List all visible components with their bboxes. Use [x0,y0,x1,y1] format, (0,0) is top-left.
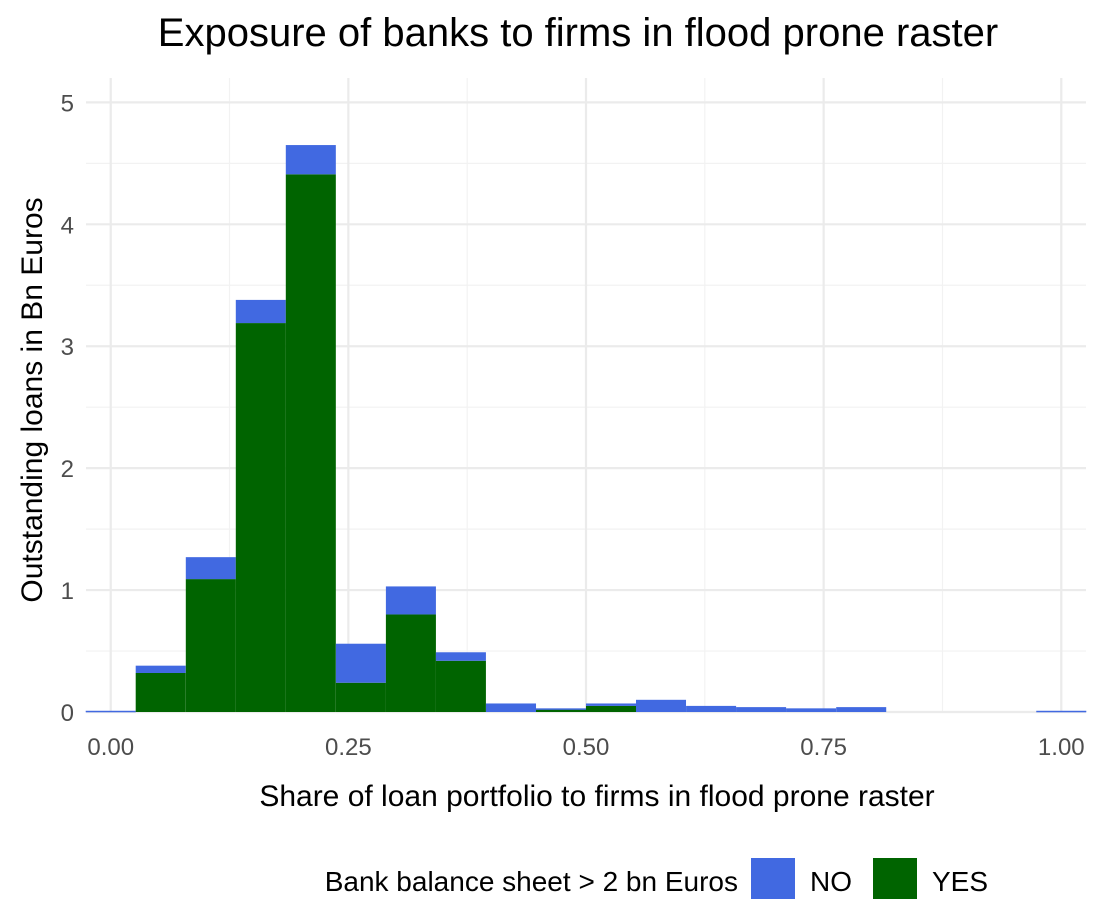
legend-label-yes: YES [932,866,988,897]
bar-yes [135,672,186,712]
y-axis-title: Outstanding loans in Bn Euros [16,197,49,602]
bar-no [686,705,737,712]
bar-no [135,665,186,673]
bar-yes [585,705,637,712]
bar-no [836,707,887,712]
bar-no [585,703,637,706]
y-tick-label: 1 [61,578,74,605]
x-tick-label: 0.50 [563,734,610,761]
chart-title: Exposure of banks to firms in flood pron… [158,11,998,55]
x-tick-label: 1.00 [1038,734,1085,761]
bar-no [235,299,286,324]
bar-yes [335,682,386,712]
y-tick-label: 2 [61,456,74,483]
bar-no [185,557,236,580]
x-axis-title: Share of loan portfolio to firms in floo… [259,780,934,813]
bar-no [635,699,687,712]
bar-no [85,710,136,713]
bar-no [435,652,486,661]
bar-no [485,703,537,712]
legend-label-no: NO [810,866,852,897]
y-tick-label: 5 [61,90,74,117]
legend-swatch-yes [873,858,917,899]
legend-title: Bank balance sheet > 2 bn Euros [325,866,738,897]
y-tick-label: 0 [61,700,74,727]
legend: Bank balance sheet > 2 bn Euros NO YES [325,858,988,899]
bar-yes [185,579,236,712]
x-tick-label: 0.75 [800,734,847,761]
y-tick-label: 3 [61,334,74,361]
bar-yes [235,323,286,712]
x-tick-label: 0.00 [87,734,134,761]
bar-yes [435,660,486,712]
bar-no [1036,710,1087,713]
bar-no [535,708,587,710]
y-tick-label: 4 [61,212,74,239]
legend-swatch-no [751,858,795,899]
bar-no [335,643,386,683]
tick-labels: 0.00 0.25 0.50 0.75 1.00 0 1 2 3 4 5 [61,90,1085,761]
bars [85,145,1087,713]
bar-no [786,708,837,712]
bar-yes [385,614,436,712]
bar-yes [285,174,336,712]
bar-no [736,707,787,712]
bar-no [285,145,336,175]
x-tick-label: 0.25 [325,734,372,761]
bar-yes [535,709,587,712]
bar-no [385,586,436,615]
